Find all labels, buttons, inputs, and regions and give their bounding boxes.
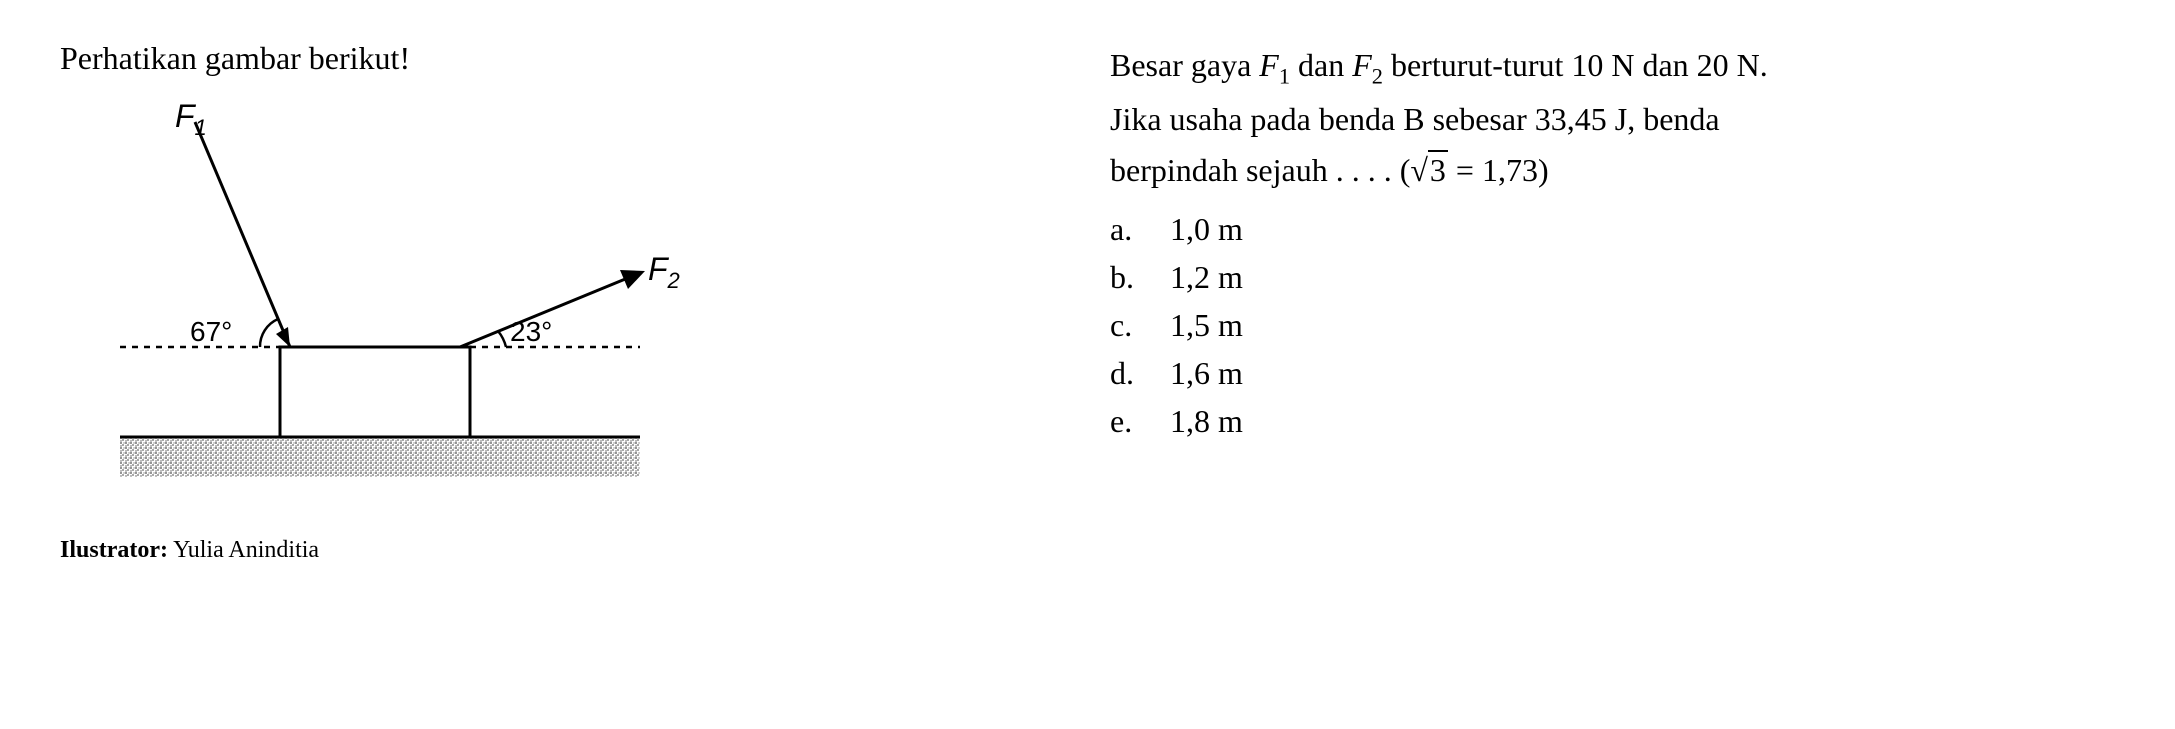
option-letter: c. [1110, 301, 1140, 349]
force-f1-line [195, 122, 290, 347]
illustrator-label: Ilustrator: [60, 537, 168, 563]
angle-arc-23 [498, 331, 506, 347]
illustrator-credit: Ilustrator: Yulia Aninditia [60, 537, 710, 564]
question-line3-pre: berpindah sejauh . . . . ( [1110, 152, 1410, 188]
illustrator-name: Yulia Aninditia [173, 537, 319, 563]
option-c: c. 1,5 m [1110, 301, 2010, 349]
question-line1-post: berturut-turut 10 N dan 20 N. [1383, 47, 1768, 83]
ground [120, 437, 640, 477]
force-f1-arrow [276, 327, 290, 347]
f2-symbol: F [1352, 47, 1372, 83]
option-value: 1,0 m [1170, 205, 1243, 253]
question-line3-post: = 1,73) [1448, 152, 1549, 188]
sqrt-symbol: 3 [1410, 145, 1448, 196]
option-d: d. 1,6 m [1110, 349, 2010, 397]
option-b: b. 1,2 m [1110, 253, 2010, 301]
option-letter: a. [1110, 205, 1140, 253]
f1-subscript: 1 [1279, 63, 1290, 88]
option-letter: e. [1110, 397, 1140, 445]
option-e: e. 1,8 m [1110, 397, 2010, 445]
option-value: 1,8 m [1170, 397, 1243, 445]
angle-arc-67 [260, 319, 278, 347]
question-text: Besar gaya F1 dan F2 berturut-turut 10 N… [1110, 40, 2010, 197]
f2-label: F2 [648, 251, 680, 293]
option-a: a. 1,0 m [1110, 205, 2010, 253]
f2-subscript: 2 [1372, 63, 1383, 88]
angle-67-label: 67° [190, 316, 232, 347]
f1-label: F1 [175, 98, 207, 140]
answer-options: a. 1,0 m b. 1,2 m c. 1,5 m d. 1,6 m e. 1… [1110, 205, 2010, 445]
option-letter: b. [1110, 253, 1140, 301]
option-value: 1,6 m [1170, 349, 1243, 397]
option-letter: d. [1110, 349, 1140, 397]
physics-diagram: F1 F2 67° 23° [80, 97, 680, 497]
box-object [280, 347, 470, 437]
question-line1-mid: dan [1290, 47, 1352, 83]
option-value: 1,5 m [1170, 301, 1243, 349]
question-line1-pre: Besar gaya [1110, 47, 1259, 83]
option-value: 1,2 m [1170, 253, 1243, 301]
angle-23-label: 23° [510, 316, 552, 347]
question-line2: Jika usaha pada benda B sebesar 33,45 J,… [1110, 101, 1720, 137]
f1-symbol: F [1259, 47, 1279, 83]
instruction-text: Perhatikan gambar berikut! [60, 40, 710, 77]
sqrt-value: 3 [1428, 150, 1448, 188]
